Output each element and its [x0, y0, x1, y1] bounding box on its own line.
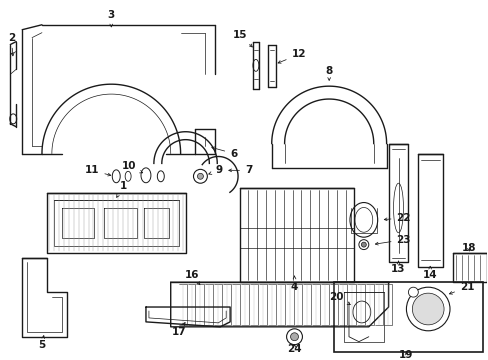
Text: 9: 9 [208, 165, 222, 175]
Text: 8: 8 [325, 66, 332, 80]
Text: 12: 12 [278, 49, 305, 63]
Text: 14: 14 [422, 266, 437, 280]
Text: 7: 7 [228, 165, 252, 175]
Text: 13: 13 [390, 261, 405, 274]
Circle shape [361, 242, 366, 247]
Text: 24: 24 [286, 343, 301, 354]
Circle shape [193, 169, 207, 183]
Text: 6: 6 [211, 147, 237, 158]
Circle shape [411, 293, 443, 325]
Circle shape [286, 329, 302, 345]
Text: 23: 23 [375, 235, 410, 245]
Circle shape [290, 333, 298, 341]
Circle shape [197, 173, 203, 179]
Circle shape [407, 287, 417, 297]
Text: 11: 11 [85, 165, 110, 176]
Text: 20: 20 [329, 292, 349, 305]
Text: 22: 22 [384, 213, 410, 223]
Bar [333, 282, 482, 352]
Text: 21: 21 [448, 282, 473, 294]
Text: 2: 2 [8, 33, 15, 56]
Circle shape [406, 287, 449, 331]
Text: 10: 10 [122, 161, 142, 173]
Text: 15: 15 [232, 30, 252, 47]
Text: 17: 17 [171, 323, 185, 337]
Text: 19: 19 [398, 350, 413, 360]
Circle shape [358, 240, 368, 249]
Text: 3: 3 [107, 10, 115, 27]
Text: 1: 1 [117, 181, 126, 197]
Text: 5: 5 [38, 336, 45, 350]
Text: 4: 4 [290, 276, 298, 292]
Text: 16: 16 [185, 270, 200, 284]
Text: 18: 18 [461, 243, 475, 253]
